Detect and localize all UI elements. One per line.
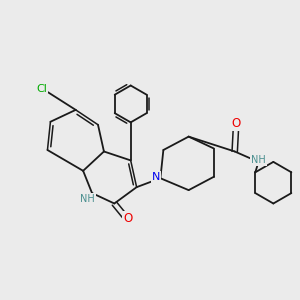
Text: O: O: [232, 117, 241, 130]
Text: NH: NH: [80, 194, 95, 204]
Text: O: O: [123, 212, 132, 225]
Text: Cl: Cl: [36, 84, 47, 94]
Text: NH: NH: [251, 155, 266, 165]
Text: N: N: [152, 172, 160, 182]
